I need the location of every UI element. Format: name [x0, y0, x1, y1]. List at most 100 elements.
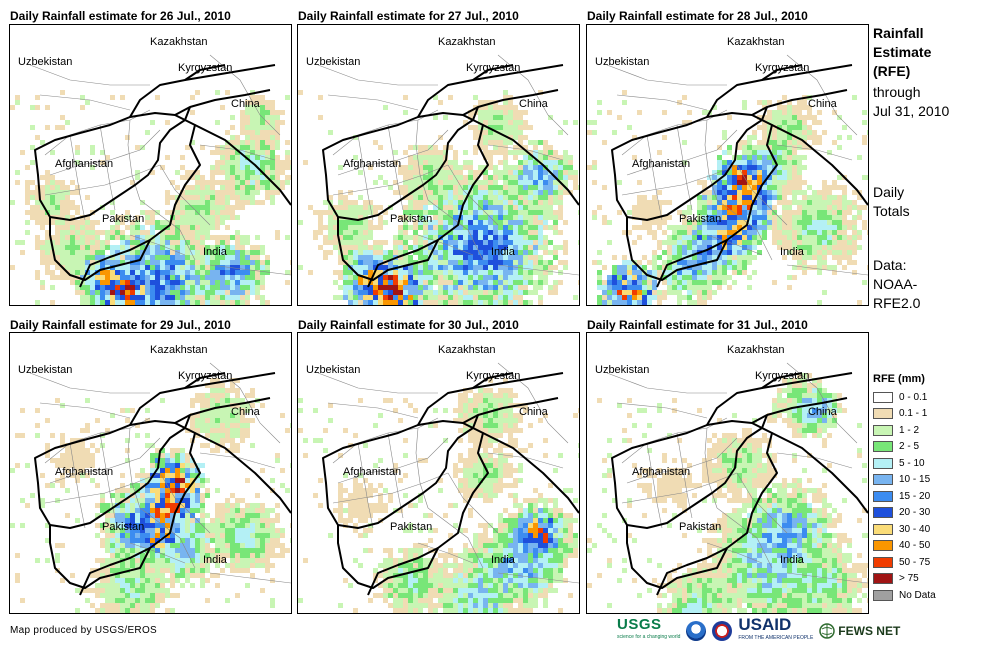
map-label-india: India: [491, 246, 516, 258]
legend-label: 30 - 40: [899, 523, 931, 535]
legend-item: No Data: [873, 587, 936, 603]
map-label-kyrgyzstan: Kyrgyzstan: [466, 370, 520, 382]
rainfall-map-30-jul: Kazakhstan Uzbekistan Kyrgyzstan China Afgha…: [297, 332, 580, 614]
legend-swatch: [873, 523, 893, 535]
legend-item: 30 - 40: [873, 521, 930, 537]
map-label-kazakhstan: Kazakhstan: [727, 344, 784, 356]
map-label-china: China: [519, 98, 549, 110]
logo-bar: USGS science for a changing world USAID …: [617, 616, 900, 645]
legend-item: 0 - 0.1: [873, 389, 927, 405]
rainfall-map-27-jul: Kazakhstan Uzbekistan Kyrgyzstan China Afgha…: [297, 24, 580, 306]
panel-title-30: Daily Rainfall estimate for 30 Jul., 201…: [298, 318, 519, 332]
legend-label: 0 - 0.1: [899, 391, 928, 403]
map-label-afghanistan: Afghanistan: [55, 466, 113, 478]
map-label-uzbekistan: Uzbekistan: [306, 56, 360, 68]
legend-item: 0.1 - 1: [873, 406, 927, 422]
legend-swatch: [873, 556, 893, 568]
legend-label: > 75: [899, 573, 919, 584]
legend-swatch: [873, 391, 893, 403]
map-label-pakistan: Pakistan: [679, 213, 721, 225]
map-label-china: China: [808, 406, 838, 418]
map-label-afghanistan: Afghanistan: [632, 466, 690, 478]
district-boundaries: [29, 54, 291, 276]
map-label-pakistan: Pakistan: [102, 521, 144, 533]
rainfall-cells: [587, 90, 868, 305]
country-boundaries: [322, 64, 579, 288]
map-label-kyrgyzstan: Kyrgyzstan: [755, 62, 809, 74]
rainfall-map-31-jul: Kazakhstan Uzbekistan Kyrgyzstan China Afgha…: [586, 332, 869, 614]
map-label-kazakhstan: Kazakhstan: [438, 344, 495, 356]
legend-item: 40 - 50: [873, 538, 930, 554]
legend-swatch: [873, 490, 893, 502]
map-label-kazakhstan: Kazakhstan: [438, 36, 495, 48]
map-label-pakistan: Pakistan: [390, 213, 432, 225]
legend-swatch: [873, 573, 893, 584]
legend-item: 2 - 5: [873, 439, 919, 455]
rainfall-cells: [10, 90, 291, 305]
panel-title-27: Daily Rainfall estimate for 27 Jul., 201…: [298, 9, 519, 23]
legend-swatch: [873, 408, 893, 419]
legend-item: 5 - 10: [873, 455, 925, 471]
rfe-title-line2: Estimate: [873, 44, 932, 60]
map-label-uzbekistan: Uzbekistan: [18, 56, 72, 68]
legend-swatch: [873, 540, 893, 551]
usaid-logo: USAID FROM THE AMERICAN PEOPLE: [738, 616, 813, 645]
rfe-through-date: Jul 31, 2010: [873, 103, 950, 119]
data-source-line2: NOAA-: [873, 276, 918, 292]
legend-item: 20 - 30: [873, 505, 930, 521]
rainfall-map-svg: Kazakhstan Uzbekistan Kyrgyzstan China Afgha…: [298, 36, 579, 305]
map-label-pakistan: Pakistan: [102, 213, 144, 225]
usgs-logo-text: USGS: [617, 616, 662, 633]
map-label-kyrgyzstan: Kyrgyzstan: [466, 62, 520, 74]
map-label-china: China: [231, 98, 261, 110]
district-boundaries: [317, 362, 579, 584]
rainfall-map-svg: Kazakhstan Uzbekistan Kyrgyzstan China Afgha…: [10, 344, 291, 613]
legend-swatch: [873, 589, 893, 601]
nasa-logo-icon: [712, 621, 733, 641]
country-boundaries: [34, 372, 291, 596]
legend-label: 0.1 - 1: [899, 408, 928, 419]
country-boundaries: [322, 372, 579, 596]
rainfall-map-svg: Kazakhstan Uzbekistan Kyrgyzstan China Afgha…: [587, 344, 868, 613]
legend-item: 10 - 15: [873, 472, 930, 488]
map-credit: Map produced by USGS/EROS: [10, 625, 158, 636]
district-boundaries: [606, 362, 868, 584]
legend-swatch: [873, 457, 893, 469]
data-source-line3: RFE2.0: [873, 295, 921, 311]
rainfall-cells: [298, 378, 579, 613]
rainfall-map-svg: Kazakhstan Uzbekistan Kyrgyzstan China Afgha…: [298, 344, 579, 613]
rainfall-map-svg: Kazakhstan Uzbekistan Kyrgyzstan China Afgha…: [10, 36, 291, 305]
map-label-kyrgyzstan: Kyrgyzstan: [178, 370, 232, 382]
daily-totals-line1: Daily: [873, 184, 905, 200]
legend-label: 15 - 20: [899, 490, 931, 502]
legend-swatch: [873, 474, 893, 485]
legend-title: RFE (mm): [873, 373, 925, 385]
daily-totals-line2: Totals: [873, 203, 910, 219]
map-label-uzbekistan: Uzbekistan: [306, 364, 360, 376]
data-source-line1: Data:: [873, 257, 907, 273]
legend-item: 1 - 2: [873, 422, 919, 438]
globe-icon: [819, 623, 836, 639]
usgs-logo: USGS science for a changing world: [617, 616, 680, 643]
rainfall-map-svg: Kazakhstan Uzbekistan Kyrgyzstan China Afgha…: [587, 36, 868, 305]
rainfall-map-26-jul: Kazakhstan Uzbekistan Kyrgyzstan China Afgha…: [9, 24, 292, 306]
legend-label: 10 - 15: [899, 474, 931, 485]
rfe-through-label: through: [873, 84, 921, 100]
country-boundaries: [34, 64, 291, 288]
map-label-kazakhstan: Kazakhstan: [727, 36, 784, 48]
rainfall-map-28-jul: Kazakhstan Uzbekistan Kyrgyzstan China Afgha…: [586, 24, 869, 306]
map-label-uzbekistan: Uzbekistan: [595, 56, 649, 68]
map-label-china: China: [519, 406, 549, 418]
country-boundaries: [611, 372, 868, 596]
rainfall-cells: [10, 378, 291, 613]
map-label-afghanistan: Afghanistan: [55, 158, 113, 170]
map-label-china: China: [231, 406, 261, 418]
map-label-kazakhstan: Kazakhstan: [150, 36, 207, 48]
map-label-india: India: [203, 246, 228, 258]
map-label-india: India: [780, 554, 805, 566]
rainfall-cells: [298, 90, 579, 305]
map-label-india: India: [203, 554, 228, 566]
noaa-logo-icon: [686, 621, 707, 641]
map-label-kyrgyzstan: Kyrgyzstan: [755, 370, 809, 382]
legend-label: 1 - 2: [899, 424, 920, 436]
